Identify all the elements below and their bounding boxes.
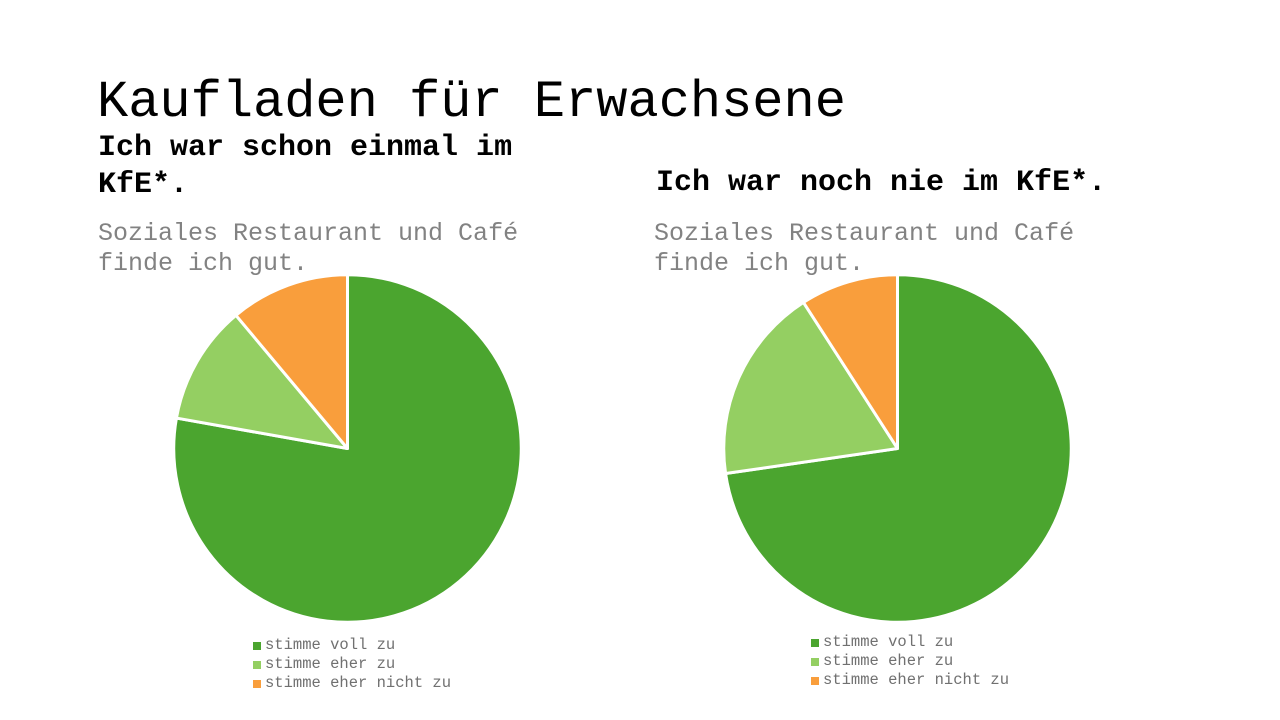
legend-label: stimme eher nicht zu — [265, 674, 452, 692]
legend-item: stimme eher zu — [811, 652, 1009, 671]
pie-slice — [722, 300, 899, 476]
legend-color-swatch-icon — [811, 638, 819, 647]
pie-slice — [174, 313, 349, 450]
legend-label: stimme eher zu — [823, 652, 954, 670]
legend-color-swatch-icon — [253, 679, 261, 688]
legend-item: stimme eher nicht zu — [253, 674, 451, 693]
page-title: Kaufladen für Erwachsene — [97, 72, 846, 132]
legend-item: stimme voll zu — [811, 633, 1009, 652]
legend-color-swatch-icon — [253, 641, 261, 650]
legend-label: stimme eher zu — [265, 655, 396, 673]
legend-right: stimme voll zu stimme eher zu stimme ehe… — [811, 633, 1009, 690]
legend-left: stimme voll zu stimme eher zu stimme ehe… — [253, 636, 451, 693]
legend-label: stimme voll zu — [823, 633, 954, 651]
legend-item: stimme eher zu — [253, 655, 451, 674]
legend-color-swatch-icon — [811, 657, 819, 666]
pie-chart-right — [722, 273, 1073, 624]
legend-color-swatch-icon — [253, 660, 261, 669]
legend-label: stimme eher nicht zu — [823, 671, 1010, 689]
pie-slice — [234, 273, 349, 450]
chart-subtitle-right: Soziales Restaurant und Café finde ich g… — [654, 219, 1075, 278]
legend-color-swatch-icon — [811, 676, 819, 685]
pie-slice — [801, 273, 899, 450]
pie-chart-left — [172, 273, 523, 624]
legend-item: stimme eher nicht zu — [811, 671, 1009, 690]
chart-heading-left: Ich war schon einmal im KfE*. — [98, 130, 513, 202]
chart-heading-right: Ich war noch nie im KfE*. — [656, 165, 1107, 200]
legend-label: stimme voll zu — [265, 636, 396, 654]
legend-item: stimme voll zu — [253, 636, 451, 655]
chart-subtitle-left: Soziales Restaurant und Café finde ich g… — [98, 219, 519, 278]
